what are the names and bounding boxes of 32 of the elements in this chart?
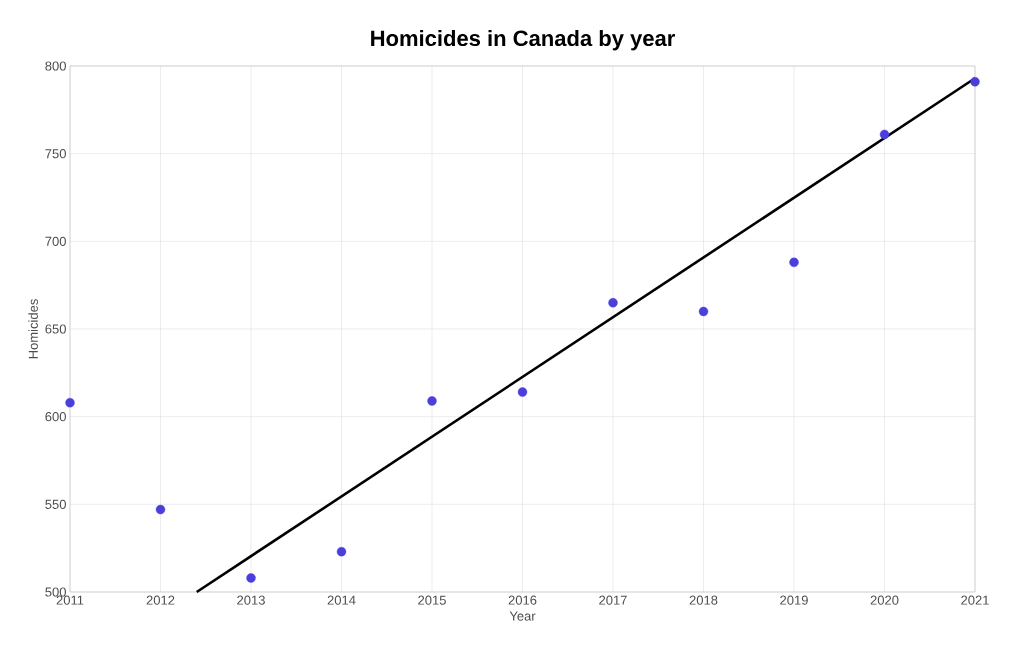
y-axis-title: Homicides	[28, 299, 38, 359]
y-tick-label: 800	[45, 61, 66, 71]
x-axis-title: Year	[509, 611, 536, 621]
point	[336, 546, 347, 557]
x-tick-label: 2013	[237, 595, 265, 605]
x-tick-label: 2016	[508, 595, 537, 605]
point	[517, 387, 528, 397]
point	[879, 129, 890, 140]
point	[246, 573, 256, 583]
x-tick-label: 2018	[689, 595, 718, 605]
point	[65, 397, 75, 408]
point	[789, 257, 799, 268]
x-tick-label: 2017	[599, 595, 627, 605]
y-tick-label: 600	[45, 412, 66, 422]
point	[155, 504, 166, 515]
y-tick-label: 650	[45, 324, 66, 334]
y-tick-label: 700	[45, 236, 66, 246]
y-tick-label: 550	[45, 499, 66, 509]
x-tick-label: 2014	[327, 595, 356, 605]
x-tick-label: 2012	[146, 595, 175, 605]
x-tick-label: 2011	[56, 595, 84, 605]
y-tick-label: 750	[45, 149, 66, 159]
y-tick-label: 500	[45, 587, 66, 597]
x-tick-label: 2019	[780, 595, 808, 605]
point	[608, 298, 618, 308]
chart-title: Homicides in Canada by year	[371, 29, 675, 51]
x-tick-label: 2021	[961, 595, 989, 605]
point	[698, 306, 709, 317]
x-tick-label: 2015	[418, 595, 446, 605]
point	[970, 77, 980, 87]
x-tick-label: 2020	[870, 595, 899, 605]
point	[427, 396, 437, 406]
